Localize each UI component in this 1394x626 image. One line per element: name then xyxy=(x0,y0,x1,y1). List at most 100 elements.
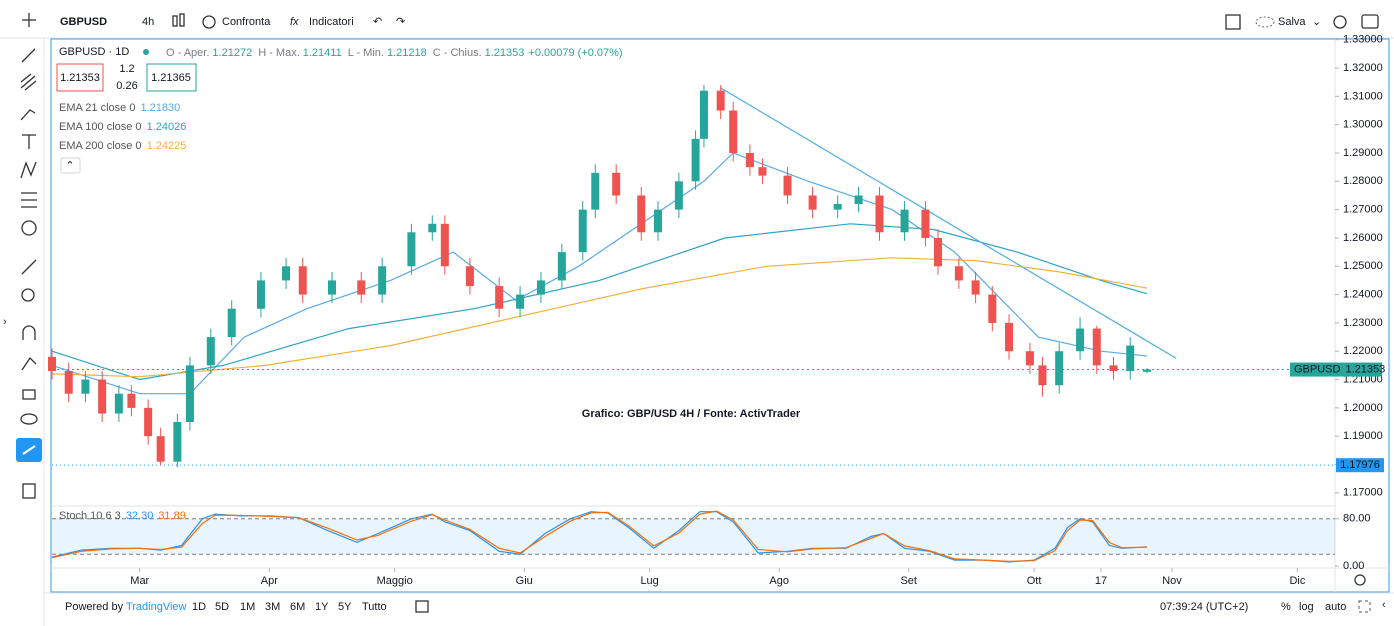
expand-arrow[interactable]: › xyxy=(3,316,7,328)
last-price-tag xyxy=(1290,362,1382,377)
compare-icon[interactable] xyxy=(202,15,216,29)
y-tick-label: 1.29000 xyxy=(1343,147,1383,159)
lock-tool[interactable] xyxy=(22,389,36,400)
range-button[interactable]: 1M xyxy=(240,601,255,613)
candle-body xyxy=(988,294,997,323)
ohlc-value: 1.21272 xyxy=(212,47,252,59)
candle-body xyxy=(127,393,136,408)
candle-body xyxy=(81,379,90,394)
icon-tool[interactable] xyxy=(21,220,37,236)
ohlc-value: 1.21218 xyxy=(387,47,427,59)
buy-box[interactable] xyxy=(146,63,197,92)
candle-body xyxy=(144,407,153,437)
ruler-tool[interactable] xyxy=(21,259,37,275)
candle-body xyxy=(557,252,566,281)
crosshair-icon[interactable] xyxy=(22,13,36,27)
candle-body xyxy=(954,266,963,281)
ohlc-change: +0.00079 (+0.07%) xyxy=(528,47,622,59)
auto-toggle[interactable]: auto xyxy=(1325,601,1346,613)
fib-tool[interactable] xyxy=(20,73,37,91)
trash-tool[interactable] xyxy=(22,483,36,499)
candle-body xyxy=(206,337,215,366)
candle-body xyxy=(591,172,600,210)
hide-tool[interactable] xyxy=(20,413,38,425)
candle-body xyxy=(516,294,525,309)
clock: 07:39:24 (UTC+2) xyxy=(1160,601,1248,613)
candle-body xyxy=(428,223,437,233)
candle-body xyxy=(465,266,474,287)
text-tool[interactable] xyxy=(22,134,36,149)
last-price-value: 1.21353 xyxy=(1345,363,1385,375)
range-button[interactable]: 5D xyxy=(215,601,229,613)
candle-body xyxy=(900,209,909,233)
buy-price[interactable]: 1.21365 xyxy=(151,72,191,84)
candle-body xyxy=(227,308,236,338)
sell-price[interactable]: 1.21353 xyxy=(60,72,100,84)
pattern-tool[interactable] xyxy=(20,161,37,179)
y-tick-label: 80.00 xyxy=(1343,513,1371,525)
indicators-icon[interactable]: fx xyxy=(290,16,299,28)
log-toggle[interactable]: log xyxy=(1299,601,1314,613)
x-tick-label: 17 xyxy=(1095,575,1107,587)
market-status xyxy=(143,49,149,55)
collapse-legend[interactable] xyxy=(60,157,81,174)
zoom-tool[interactable] xyxy=(21,288,35,302)
candle-body xyxy=(729,110,738,153)
last-price-label: GBPUSD 1.21353 xyxy=(1294,363,1385,375)
candle-body xyxy=(185,365,194,423)
chart-style-icon[interactable] xyxy=(172,13,185,27)
x-tick-label: Ott xyxy=(1027,575,1042,587)
candle-body xyxy=(578,209,587,253)
compare-button[interactable]: Confronta xyxy=(222,16,271,28)
symbol[interactable]: GBPUSD xyxy=(60,16,107,28)
candle-body xyxy=(114,393,123,414)
percent-toggle[interactable]: % xyxy=(1281,601,1291,613)
collapse-icon: ⌃ xyxy=(65,160,74,172)
y-tick-label: 1.19000 xyxy=(1343,430,1383,442)
goto-date[interactable] xyxy=(415,600,429,613)
range-button[interactable]: 3M xyxy=(265,601,280,613)
trend-tool[interactable] xyxy=(21,48,36,63)
draw-mode-tool[interactable] xyxy=(21,356,37,371)
spread: 0.26 xyxy=(116,80,137,92)
chart-frame xyxy=(50,38,1390,593)
interval[interactable]: 4h xyxy=(142,16,154,28)
save-menu[interactable]: ⌄ xyxy=(1312,16,1321,28)
candle-body xyxy=(1076,328,1085,352)
prediction-tool[interactable] xyxy=(21,192,37,208)
snapshot-icon[interactable] xyxy=(1361,14,1379,29)
fullscreen[interactable] xyxy=(1358,600,1371,613)
brush-tool[interactable] xyxy=(20,109,36,121)
save-button[interactable]: Salva xyxy=(1278,16,1306,28)
sell-box[interactable] xyxy=(56,63,104,92)
range-button[interactable]: 1Y xyxy=(315,601,329,613)
layout-icon[interactable] xyxy=(1225,14,1241,30)
collapse-arrow[interactable]: ‹ xyxy=(1382,599,1386,611)
cloud-icon[interactable] xyxy=(1255,16,1275,28)
candle-body xyxy=(1025,351,1034,366)
undo[interactable]: ↶ xyxy=(373,16,382,28)
stoch-line xyxy=(51,510,1147,562)
candle-body xyxy=(674,181,683,210)
candle-body xyxy=(440,223,449,267)
range-button[interactable]: 1D xyxy=(192,601,206,613)
range-button[interactable]: 5Y xyxy=(338,601,352,613)
range-button[interactable]: Tutto xyxy=(362,601,387,613)
candle-body xyxy=(699,90,708,139)
settings-icon[interactable] xyxy=(1333,15,1347,29)
axis-settings[interactable] xyxy=(1354,574,1366,586)
candle-body xyxy=(833,203,842,210)
candle-body xyxy=(1055,351,1064,386)
y-tick-label: 1.33000 xyxy=(1343,34,1383,46)
candle-body xyxy=(691,138,700,182)
indicators-button[interactable]: Indicatori xyxy=(309,16,354,28)
brand[interactable]: TradingView xyxy=(126,601,187,613)
redo[interactable]: ↷ xyxy=(396,16,405,28)
ohlc-legend: O - Aper. 1.21272 H - Max. 1.21411 L - Min. 1… xyxy=(166,47,623,59)
magnet-tool[interactable] xyxy=(22,325,36,340)
low-tag-label: 1.17976 xyxy=(1340,459,1380,471)
range-button[interactable]: 6M xyxy=(290,601,305,613)
candle-body xyxy=(808,195,817,210)
candle-body xyxy=(256,280,265,309)
